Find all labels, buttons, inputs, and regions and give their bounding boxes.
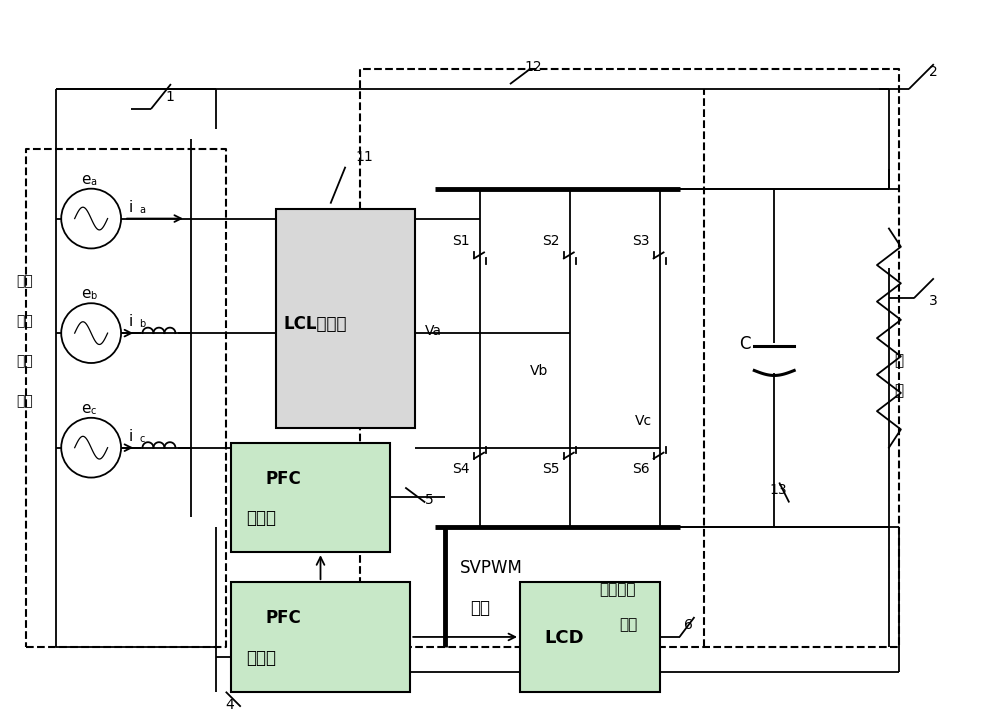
Text: LCL滤波器: LCL滤波器 <box>284 315 347 333</box>
Bar <box>231 582 410 692</box>
Text: S1: S1 <box>452 234 470 248</box>
Text: C: C <box>739 335 751 353</box>
Text: S4: S4 <box>452 462 470 475</box>
Text: 输出电压: 输出电压 <box>600 582 636 597</box>
Bar <box>231 443 390 553</box>
Text: 驱动器: 驱动器 <box>246 510 276 527</box>
Text: b: b <box>140 319 146 329</box>
Text: 13: 13 <box>769 483 787 497</box>
Text: S3: S3 <box>632 234 649 248</box>
Text: PFC: PFC <box>266 470 301 488</box>
Text: 4: 4 <box>226 697 235 712</box>
Text: 12: 12 <box>525 60 543 74</box>
Text: i: i <box>129 199 133 215</box>
Text: 控制器: 控制器 <box>246 649 276 667</box>
Text: Vc: Vc <box>635 414 652 428</box>
Text: 电压: 电压 <box>16 314 33 328</box>
Text: Va: Va <box>425 324 442 338</box>
Text: a: a <box>90 177 96 186</box>
Text: 采样: 采样 <box>620 617 638 632</box>
Text: SVPWM: SVPWM <box>460 559 523 577</box>
Text: c: c <box>90 405 96 416</box>
Text: 3: 3 <box>929 294 938 308</box>
Text: 5: 5 <box>425 494 434 507</box>
Text: 负: 负 <box>894 353 903 368</box>
Text: i: i <box>129 429 133 443</box>
Text: 2: 2 <box>929 65 938 79</box>
Text: 网侧: 网侧 <box>16 274 33 288</box>
Text: PFC: PFC <box>266 609 301 627</box>
Text: a: a <box>140 205 146 215</box>
Text: 脉冲: 脉冲 <box>470 599 490 617</box>
Text: LCD: LCD <box>545 629 584 647</box>
Text: S6: S6 <box>632 462 649 475</box>
Text: 1: 1 <box>166 90 175 104</box>
Bar <box>520 582 660 692</box>
Text: S2: S2 <box>542 234 559 248</box>
Text: i: i <box>129 314 133 329</box>
Text: c: c <box>140 434 145 443</box>
Text: e: e <box>81 286 91 301</box>
Text: Vb: Vb <box>530 364 548 378</box>
Text: 电流: 电流 <box>16 354 33 368</box>
Text: 11: 11 <box>355 150 373 164</box>
Text: 载: 载 <box>894 383 903 398</box>
Text: 6: 6 <box>684 618 693 632</box>
Text: e: e <box>81 401 91 416</box>
Text: 采样: 采样 <box>16 394 33 408</box>
Text: S5: S5 <box>542 462 559 475</box>
Text: b: b <box>90 291 96 301</box>
Text: e: e <box>81 172 91 186</box>
Bar <box>276 209 415 428</box>
